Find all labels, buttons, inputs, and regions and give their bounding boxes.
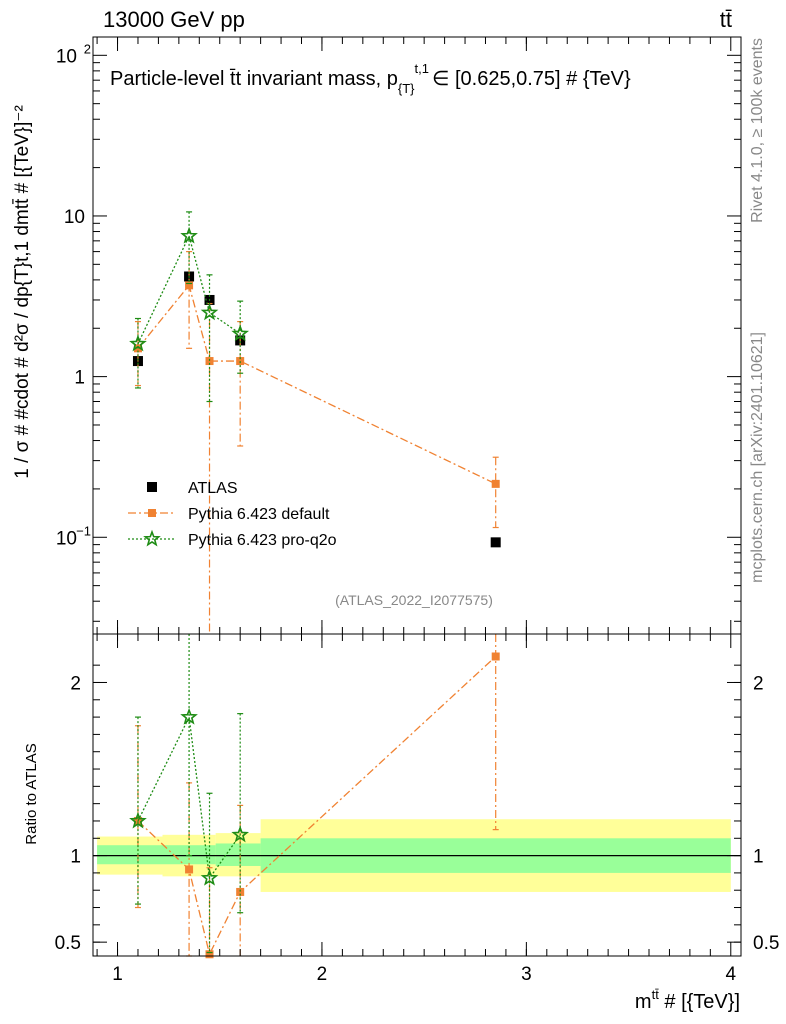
ratio-pythia-6-423-default-point <box>185 865 194 874</box>
series-pythia-6-423-default <box>133 251 500 634</box>
title-main-part: Particle-level t̄t invariant mass, p <box>110 68 398 90</box>
mcplots-label: mcplots.cern.ch [arXiv:2401.10621] <box>749 332 766 583</box>
energy-label: 13000 GeV pp <box>103 7 245 32</box>
pythia-6-423-default-point <box>236 357 245 366</box>
process-label: tt̄ <box>720 7 732 32</box>
legend-label-pythia-6-423-pro-q2o: Pythia 6.423 pro-q2o <box>188 532 337 549</box>
ratio-axes: 0.5 0.5 1 1 2 2 1 2 3 4 <box>55 633 779 985</box>
ratio-pythia-6-423-default-point <box>205 950 214 959</box>
x-label-superscript: tt̄ <box>652 987 660 1002</box>
main-y-tick-label: 10 <box>64 207 85 228</box>
main-y-tick-label: 10 <box>56 46 77 67</box>
title-subscript: {T} <box>398 81 415 96</box>
pythia-6-423-pro-q2o-line <box>137 234 241 345</box>
main-y-tick-label: 10 <box>56 528 77 549</box>
main-plot-content <box>129 211 501 634</box>
x-tick-label: 1 <box>112 964 123 985</box>
pythia-6-423-pro-q2o-point <box>129 334 147 352</box>
title-superscript: t,1 <box>415 61 429 76</box>
x-label-main: m <box>635 991 652 1013</box>
ratio-y-tick-label-right: 0.5 <box>753 933 779 954</box>
ratio-y-tick-label-right: 1 <box>753 847 764 868</box>
ratio-y-tick-label: 2 <box>70 673 81 694</box>
main-y-tick-exponent: −1 <box>76 523 91 538</box>
ratio-pythia-6-423-pro-q2o-line <box>137 714 241 880</box>
legend-marker-pythia-6-423-default <box>148 509 156 517</box>
ratio-pythia-6-423-pro-q2o-point <box>200 868 219 886</box>
ratio-y-tick-label-right: 2 <box>753 673 764 694</box>
main-y-tick-label: 1 <box>74 368 85 389</box>
x-tick-label: 4 <box>725 964 736 985</box>
series-pythia-6-423-pro-q2o <box>129 211 250 403</box>
ratio-pythia-6-423-pro-q2o-point <box>231 825 250 843</box>
pythia-6-423-default-point <box>205 357 214 366</box>
legend-label-atlas: ATLAS <box>188 480 238 497</box>
x-label-rest: # [{TeV}] <box>659 991 740 1013</box>
ratio-y-axis-label: Ratio to ATLAS <box>23 743 40 844</box>
ratio-frame <box>92 633 742 957</box>
ratio-pythia-6-423-pro-q2o-point <box>129 811 147 829</box>
title-range: ∈ [0.625,0.75] # {TeV} <box>432 68 631 90</box>
watermark-label: (ATLAS_2022_I2077575) <box>335 592 493 608</box>
legend: ATLAS Pythia 6.423 default Pythia 6.423 pr… <box>128 480 337 549</box>
legend-marker-atlas <box>147 482 157 492</box>
ratio-pythia-6-423-default-point <box>491 652 500 661</box>
ratio-pythia-6-423-pro-q2o-point <box>180 707 198 725</box>
pythia-6-423-default-point <box>491 479 500 488</box>
ratio-y-tick-label: 0.5 <box>55 933 81 954</box>
legend-label-pythia-6-423-default: Pythia 6.423 default <box>188 506 330 523</box>
atlas-point <box>490 537 501 548</box>
x-tick-label: 2 <box>317 964 328 985</box>
pythia-6-423-pro-q2o-point <box>231 324 250 342</box>
ratio-pythia-6-423-default-point <box>236 887 245 896</box>
uncertainty-band-inner <box>97 845 163 865</box>
ratio-series-pythia-6-423-pro-q2o <box>129 634 250 954</box>
ratio-pythia-6-423-default-line <box>137 656 497 957</box>
ratio-plot-content <box>93 634 741 959</box>
legend-marker-pythia-6-423-pro-q2o <box>143 529 161 547</box>
pythia-6-423-pro-q2o-point <box>180 226 198 244</box>
pythia-6-423-default-point <box>185 281 194 290</box>
main-y-tick-exponent: 2 <box>84 41 91 56</box>
rivet-label: Rivet 4.1.0, ≥ 100k events <box>749 38 766 223</box>
x-tick-label: 3 <box>521 964 532 985</box>
main-y-axis-label: 1 / σ # #cdot # d²σ / dp{T}t,1 dmtt̄ # [… <box>12 105 33 479</box>
main-plot-title: Particle-level t̄t invariant mass, p{T}t… <box>110 61 631 96</box>
pythia-6-423-default-line <box>137 283 496 485</box>
uncertainty-band-inner <box>215 843 261 866</box>
ratio-plot-panel: 0.5 0.5 1 1 2 2 1 2 3 4 Ratio to ATLAS mtt̄ # [{T… <box>23 633 779 1013</box>
pythia-6-423-pro-q2o-point <box>200 303 219 321</box>
x-axis-label: mtt̄ # [{TeV}] <box>635 987 740 1013</box>
ratio-y-tick-label: 1 <box>70 847 81 868</box>
